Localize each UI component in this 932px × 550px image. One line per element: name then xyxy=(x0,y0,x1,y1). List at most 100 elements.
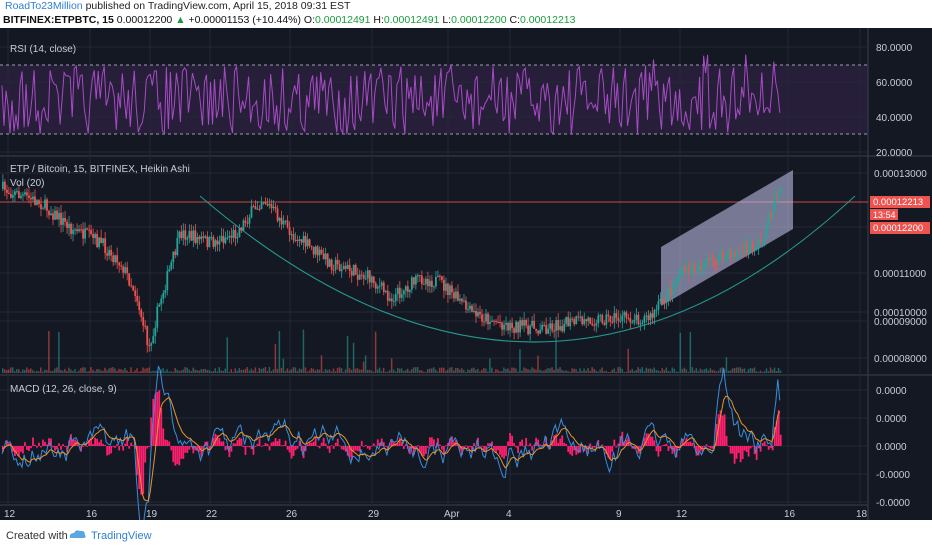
candle xyxy=(18,191,20,198)
macd-axis-label: -0.0000 xyxy=(876,470,910,481)
macd-histogram-bar xyxy=(392,441,395,446)
volume-bar xyxy=(304,367,307,373)
macd-histogram-bar xyxy=(525,437,528,446)
volume-bar xyxy=(435,369,437,373)
chart-canvas[interactable]: 12 16 19 22 26 29 Apr 4 9 12 16 18 80.0000 60.0000 40.… xyxy=(0,28,932,520)
volume-bar xyxy=(88,371,90,373)
volume-bar xyxy=(252,370,255,373)
candle xyxy=(597,315,600,324)
chart-area[interactable]: 12 16 19 22 26 29 Apr 4 9 12 16 18 80.0000 60.0000 40.… xyxy=(0,28,932,520)
macd-histogram-bar xyxy=(617,443,620,446)
volume-bar xyxy=(268,367,271,373)
macd-histogram-bar xyxy=(224,446,227,451)
volume-bar xyxy=(136,368,138,373)
volume-bar xyxy=(146,367,148,373)
candle xyxy=(106,253,109,256)
candle xyxy=(382,282,385,293)
candle xyxy=(422,283,425,285)
tradingview-link[interactable]: TradingView xyxy=(91,530,152,542)
volume-bar xyxy=(190,371,192,373)
candle xyxy=(304,235,307,247)
volume-bar xyxy=(567,371,569,373)
macd-histogram-bar xyxy=(244,446,247,455)
volume-bar xyxy=(298,368,301,373)
macd-histogram-bar xyxy=(615,446,618,448)
volume-bar xyxy=(204,368,206,373)
candle xyxy=(443,279,445,291)
candle xyxy=(763,237,766,240)
volume-bar xyxy=(715,371,718,373)
volume-bar xyxy=(104,367,106,373)
volume-bar xyxy=(124,367,126,373)
candle xyxy=(439,275,441,277)
price-axis-label: 0.00013000 xyxy=(874,169,927,180)
volume-bar xyxy=(545,369,547,373)
macd-histogram-bar xyxy=(739,446,742,463)
candle xyxy=(747,244,750,253)
volume-bar xyxy=(657,370,660,373)
volume-bar xyxy=(130,367,132,373)
volume-bar xyxy=(90,367,92,373)
macd-histogram-bar xyxy=(515,446,517,448)
candle xyxy=(96,233,99,248)
ohlc-header: BITFINEX:ETPBTC, 15 0.00012200 ▲ +0.0000… xyxy=(0,13,932,27)
volume-bar xyxy=(240,369,243,373)
volume-bar xyxy=(477,368,479,373)
volume-bar xyxy=(428,368,431,373)
macd-histogram-bar xyxy=(6,440,8,446)
x-axis-label: 19 xyxy=(146,509,158,520)
macd-histogram-bar xyxy=(262,445,265,447)
volume-bar xyxy=(687,371,690,373)
macd-histogram-bar xyxy=(623,442,626,446)
macd-histogram-bar xyxy=(334,442,337,446)
macd-histogram-bar xyxy=(507,441,509,446)
volume-bar xyxy=(603,371,605,373)
candle xyxy=(565,317,568,324)
volume-bar xyxy=(80,368,82,373)
candle xyxy=(723,256,726,260)
volume-bar xyxy=(683,367,686,373)
macd-histogram-bar xyxy=(779,434,782,446)
macd-histogram-bar xyxy=(761,443,764,446)
volume-bar xyxy=(593,368,595,373)
volume-bar xyxy=(282,358,285,373)
macd-histogram-bar xyxy=(200,446,203,457)
volume-bar xyxy=(773,367,776,373)
volume-bar xyxy=(527,369,529,373)
candle xyxy=(569,318,572,327)
volume-bar xyxy=(20,371,22,373)
macd-histogram-bar xyxy=(110,446,113,454)
volume-bar xyxy=(62,370,64,373)
volume-bar xyxy=(497,369,499,373)
volume-bar xyxy=(378,367,381,373)
volume-bar xyxy=(72,371,74,373)
macd-histogram-bar xyxy=(653,440,656,446)
macd-histogram-bar xyxy=(60,446,62,450)
volume-bar xyxy=(284,370,287,373)
volume-bar xyxy=(102,370,104,373)
macd-histogram-bar xyxy=(757,446,760,449)
candle xyxy=(242,220,245,231)
volume-bar xyxy=(729,370,732,373)
candle xyxy=(388,298,391,301)
candle xyxy=(577,316,580,318)
macd-histogram-bar xyxy=(767,446,770,450)
author-link[interactable]: RoadTo23Million xyxy=(5,0,83,12)
candle xyxy=(643,316,646,323)
candle xyxy=(749,243,752,245)
volume-bar xyxy=(150,371,152,373)
volume-bar xyxy=(224,368,227,373)
candle xyxy=(693,263,696,273)
volume-bar xyxy=(152,370,154,373)
candle xyxy=(256,208,259,210)
macd-histogram-bar xyxy=(208,446,211,451)
volume-bar xyxy=(48,331,50,373)
volume-bar xyxy=(126,370,128,373)
macd-histogram-bar xyxy=(154,394,157,446)
candle xyxy=(685,266,688,272)
volume-bar xyxy=(410,369,413,373)
macd-histogram-bar xyxy=(611,446,614,452)
macd-histogram-bar xyxy=(324,443,327,446)
volume-bar xyxy=(34,371,36,373)
macd-histogram-bar xyxy=(184,446,187,453)
